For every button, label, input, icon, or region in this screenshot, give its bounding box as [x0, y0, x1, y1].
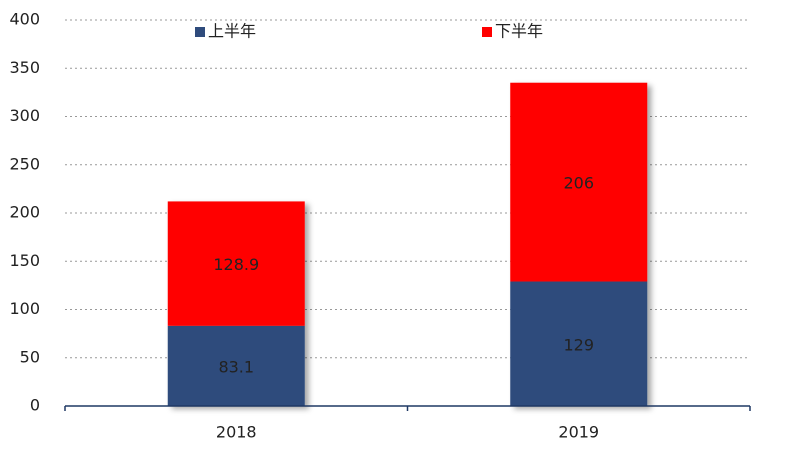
legend-label: 上半年 [208, 22, 256, 41]
y-tick-label: 300 [9, 106, 40, 125]
y-tick-label: 100 [9, 299, 40, 318]
data-label: 206 [563, 174, 594, 193]
legend-label: 下半年 [495, 22, 543, 41]
bar [510, 281, 648, 406]
data-label: 83.1 [218, 357, 254, 376]
bar [167, 201, 305, 326]
legend-swatch [482, 27, 492, 37]
bar-stack [510, 82, 648, 406]
bar-stack [167, 201, 305, 406]
y-tick-label: 50 [20, 347, 40, 366]
x-tick-label: 2018 [216, 423, 257, 442]
legend-swatch [195, 27, 205, 37]
data-label: 129 [563, 335, 594, 354]
x-tick-label: 2019 [558, 423, 599, 442]
y-tick-label: 250 [9, 154, 40, 173]
bar [510, 82, 648, 282]
y-tick-label: 200 [9, 203, 40, 222]
y-tick-label: 400 [9, 10, 40, 29]
data-label: 128.9 [213, 255, 259, 274]
y-tick-label: 0 [30, 396, 40, 415]
y-tick-label: 150 [9, 251, 40, 270]
bar [167, 325, 305, 406]
y-tick-label: 350 [9, 58, 40, 77]
